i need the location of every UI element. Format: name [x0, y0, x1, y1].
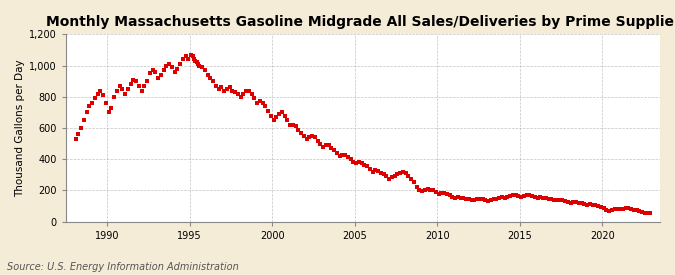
Title: Monthly Massachusetts Gasoline Midgrade All Sales/Deliveries by Prime Supplier: Monthly Massachusetts Gasoline Midgrade … — [45, 15, 675, 29]
Y-axis label: Thousand Gallons per Day: Thousand Gallons per Day — [15, 59, 25, 197]
Text: Source: U.S. Energy Information Administration: Source: U.S. Energy Information Administ… — [7, 262, 238, 272]
